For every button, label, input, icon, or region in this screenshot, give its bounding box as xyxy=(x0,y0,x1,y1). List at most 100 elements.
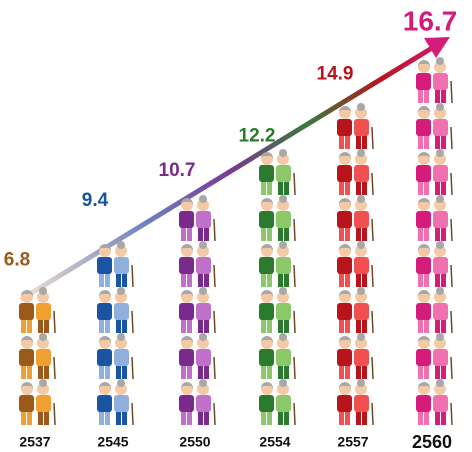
body xyxy=(196,395,211,412)
hair xyxy=(199,379,207,387)
cane xyxy=(293,218,296,242)
body xyxy=(354,119,369,136)
face xyxy=(434,199,446,211)
face xyxy=(115,337,127,349)
cane xyxy=(131,402,134,426)
body xyxy=(276,257,291,274)
leg xyxy=(424,319,429,333)
leg xyxy=(198,319,203,333)
leg xyxy=(356,227,361,241)
category-label: 2560 xyxy=(412,432,452,452)
leg xyxy=(345,135,350,149)
leg xyxy=(278,365,283,379)
leg xyxy=(116,365,121,379)
hair xyxy=(279,241,287,249)
leg xyxy=(198,227,203,241)
body xyxy=(259,349,274,366)
leg xyxy=(187,411,192,425)
hair xyxy=(181,198,193,204)
leg xyxy=(345,227,350,241)
couple-icon xyxy=(19,379,56,426)
body xyxy=(276,349,291,366)
couple-icon xyxy=(337,241,374,288)
cane xyxy=(213,264,216,288)
face xyxy=(277,291,289,303)
couple-icon xyxy=(97,379,134,426)
cane xyxy=(371,356,374,380)
icon-column xyxy=(19,287,56,426)
body xyxy=(354,257,369,274)
value-label: 9.4 xyxy=(82,190,109,211)
leg xyxy=(339,319,344,333)
leg xyxy=(356,365,361,379)
leg xyxy=(278,227,283,241)
leg xyxy=(345,411,350,425)
leg xyxy=(441,227,446,241)
body xyxy=(433,73,448,90)
category-label: 2537 xyxy=(19,434,50,450)
leg xyxy=(181,365,186,379)
leg xyxy=(339,181,344,195)
body xyxy=(416,165,431,182)
leg xyxy=(345,365,350,379)
leg xyxy=(204,227,209,241)
hair xyxy=(436,103,444,111)
face xyxy=(434,107,446,119)
leg xyxy=(345,319,350,333)
leg xyxy=(356,273,361,287)
icon-column xyxy=(337,103,374,426)
leg xyxy=(44,411,49,425)
leg xyxy=(362,319,367,333)
body xyxy=(433,257,448,274)
leg xyxy=(435,319,440,333)
body xyxy=(337,395,352,412)
body xyxy=(276,211,291,228)
cane xyxy=(293,172,296,196)
couple-icon xyxy=(259,241,296,288)
couple-icon xyxy=(179,195,216,242)
leg xyxy=(261,227,266,241)
leg xyxy=(267,365,272,379)
body xyxy=(196,257,211,274)
body xyxy=(354,211,369,228)
leg xyxy=(278,411,283,425)
couple-icon xyxy=(416,57,453,104)
leg xyxy=(21,365,26,379)
couple-icon xyxy=(416,103,453,150)
cane xyxy=(293,356,296,380)
cane xyxy=(213,356,216,380)
hair xyxy=(339,152,351,158)
cane xyxy=(213,310,216,334)
leg xyxy=(418,227,423,241)
cane xyxy=(371,310,374,334)
leg xyxy=(435,365,440,379)
body xyxy=(276,303,291,320)
face xyxy=(355,153,367,165)
leg xyxy=(261,181,266,195)
couple-icon xyxy=(19,287,56,334)
body xyxy=(114,303,129,320)
leg xyxy=(339,411,344,425)
hair xyxy=(39,333,47,341)
trend-arrow xyxy=(18,45,434,303)
body xyxy=(416,211,431,228)
leg xyxy=(181,273,186,287)
body xyxy=(337,211,352,228)
body xyxy=(114,257,129,274)
hair xyxy=(199,241,207,249)
category-label: 2550 xyxy=(179,434,210,450)
face xyxy=(115,383,127,395)
couple-icon xyxy=(337,333,374,380)
face xyxy=(355,107,367,119)
hair xyxy=(436,149,444,157)
body xyxy=(416,349,431,366)
leg xyxy=(356,181,361,195)
leg xyxy=(356,411,361,425)
leg xyxy=(418,89,423,103)
hair xyxy=(418,244,430,250)
leg xyxy=(435,135,440,149)
hair xyxy=(261,198,273,204)
leg xyxy=(284,181,289,195)
face xyxy=(37,291,49,303)
leg xyxy=(345,273,350,287)
